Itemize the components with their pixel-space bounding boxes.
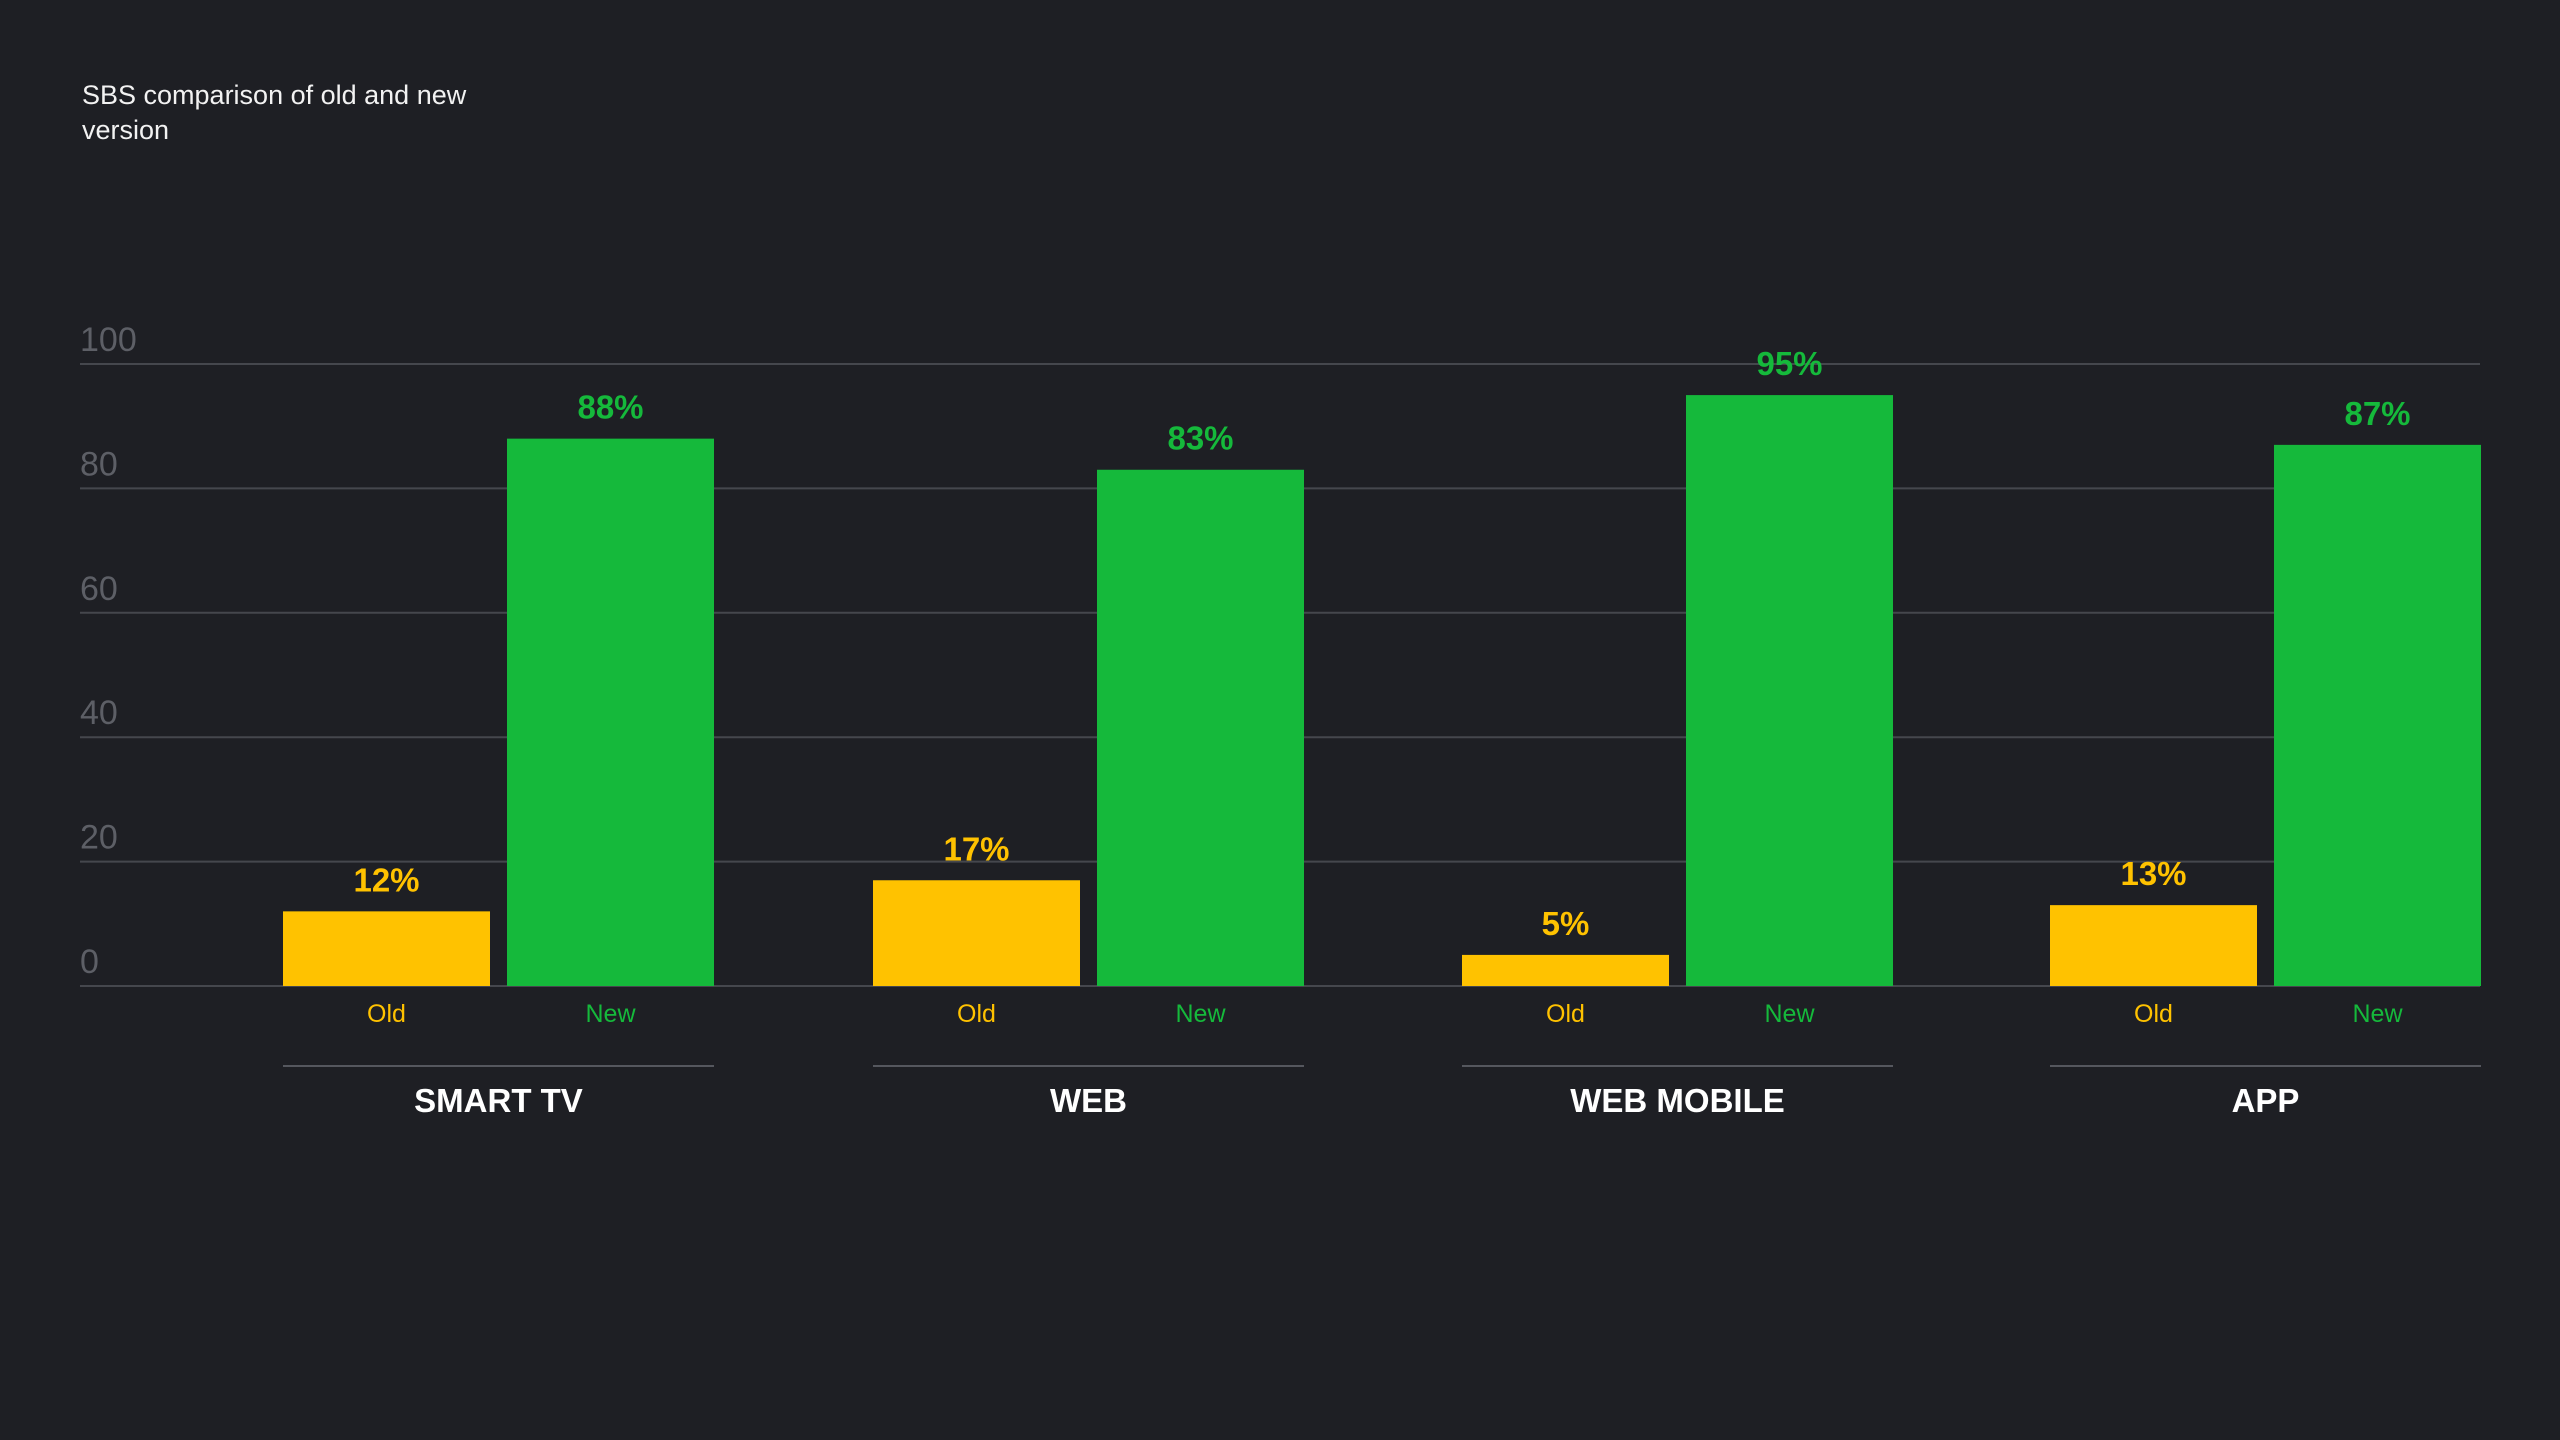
data-label: 13% xyxy=(2120,855,2186,892)
bar-old xyxy=(1462,954,1669,986)
data-label: 17% xyxy=(943,830,1009,867)
series-label-new: New xyxy=(585,1000,636,1028)
category-label: WEB MOBILE xyxy=(1570,1082,1784,1119)
y-tick-label: 60 xyxy=(80,570,118,608)
data-label: 12% xyxy=(353,861,419,898)
bar-new xyxy=(1097,469,1304,986)
chart-title: SBS comparison of old and new version xyxy=(82,80,467,145)
category-label: APP xyxy=(2232,1082,2300,1119)
category-label: WEB xyxy=(1050,1082,1127,1119)
series-label-old: Old xyxy=(957,1000,996,1028)
data-label: 5% xyxy=(1542,905,1590,942)
series-label-new: New xyxy=(2352,1000,2403,1028)
bars xyxy=(283,395,2481,987)
y-tick-label: 80 xyxy=(80,445,118,483)
series-label-old: Old xyxy=(1546,1000,1585,1028)
category-label: SMART TV xyxy=(414,1082,583,1119)
y-tick-label: 100 xyxy=(80,321,137,359)
bar-old xyxy=(283,911,490,986)
category-labels: SMART TV WEB WEB MOBILE APP xyxy=(283,1065,2481,1119)
data-label: 83% xyxy=(1167,420,1233,457)
series-label-old: Old xyxy=(2134,1000,2173,1028)
series-label-new: New xyxy=(1764,1000,1815,1028)
bar-new xyxy=(1686,395,1893,987)
data-label: 95% xyxy=(1756,345,1822,382)
y-tick-label: 0 xyxy=(80,943,99,981)
series-label-new: New xyxy=(1175,1000,1226,1028)
series-label-old: Old xyxy=(367,1000,406,1028)
y-axis-ticks: 0 20 40 60 80 100 xyxy=(80,321,137,981)
y-tick-label: 40 xyxy=(80,694,118,732)
bar-old xyxy=(873,880,1080,986)
bar-old xyxy=(2050,905,2257,986)
bar-new xyxy=(2274,444,2481,986)
bar-labels: 12% Old 88% New 17% Old 83% New 5% Old 95% New 13% Ol… xyxy=(353,345,2410,1028)
bar-new xyxy=(507,438,714,986)
y-tick-label: 20 xyxy=(80,819,118,857)
data-label: 88% xyxy=(577,389,643,426)
data-label: 87% xyxy=(2344,395,2410,432)
